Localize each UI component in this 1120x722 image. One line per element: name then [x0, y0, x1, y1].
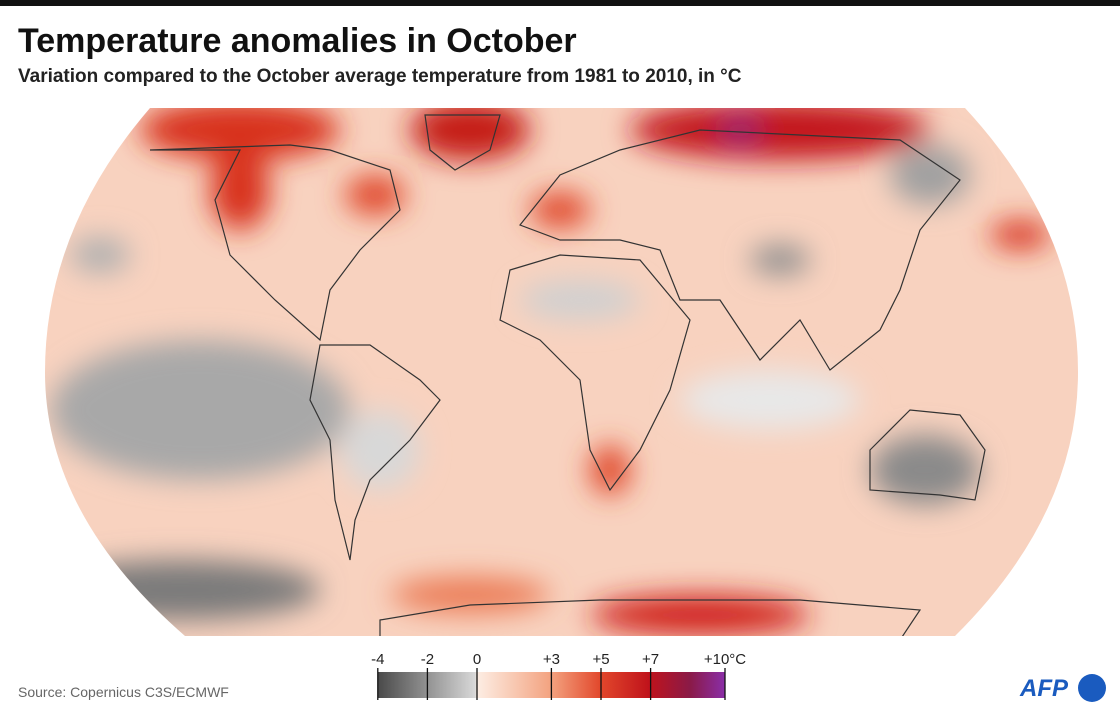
logo: AFP	[1019, 674, 1106, 702]
legend-tick-label: -4	[371, 651, 384, 668]
legend-tick-label: -2	[421, 651, 434, 668]
logo-circle	[1078, 674, 1106, 702]
source: Source: Copernicus C3S/ECMWF	[18, 684, 229, 700]
top-bar	[0, 0, 1120, 6]
legend-tick-label: +10°C	[704, 651, 746, 668]
logo-text: AFP	[1019, 675, 1069, 702]
legend-tick-label: +3	[543, 651, 560, 668]
legend-tick-label: +7	[642, 651, 659, 668]
legend-tick-label: +5	[592, 651, 609, 668]
legend-tick-label: 0	[473, 651, 481, 668]
subtitle: Variation compared to the October averag…	[18, 66, 742, 87]
map	[45, 108, 1078, 636]
title: Temperature anomalies in October	[18, 22, 577, 60]
